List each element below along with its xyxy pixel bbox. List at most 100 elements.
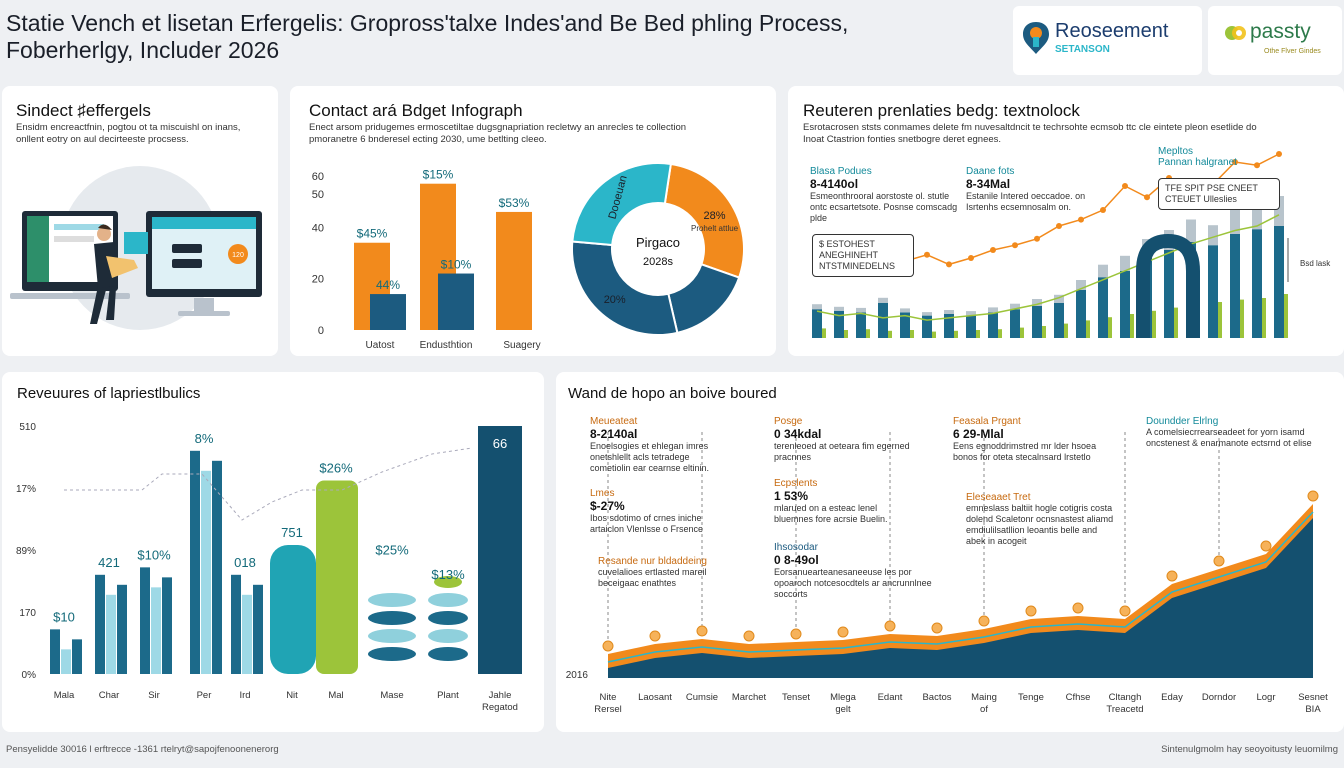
- card-budget: Contact ará Bdget Infograph Enect arsom …: [290, 86, 776, 356]
- tech-legend-text: TFE SPIT PSE CNEET CTEUET Ulleslies: [1165, 183, 1258, 204]
- revenues-bar-label: 66: [493, 436, 507, 451]
- growth-marker: [1025, 605, 1037, 617]
- budget-ytick: 60: [312, 171, 324, 183]
- tech-line-point: [1078, 216, 1084, 223]
- tech-ann-dates-text: Estanile Intered oeccadoe. on Isrtenhs e…: [966, 191, 1086, 212]
- tech-bar-green: [1262, 298, 1266, 338]
- growth-ann-g-text: emneslass baltiit hogle cotigris costa d…: [966, 503, 1114, 546]
- growth-ann-d: Doundder Elrlng A comelsiecrrearseadeet …: [1146, 416, 1316, 449]
- logo-shield-icon: [1023, 22, 1049, 54]
- card-tech: Reuteren prenlaties bedg: textnolock Esr…: [788, 86, 1344, 356]
- growth-ann-i-value: 0 8-49ol: [774, 553, 819, 567]
- tech-legend-head: Mepltos: [1158, 146, 1194, 157]
- monitor-right-icon: 120: [146, 211, 262, 316]
- donut-slice: [663, 162, 745, 279]
- revenues-category: Nit: [286, 690, 298, 701]
- budget-category-label: Endusthtion: [420, 340, 473, 351]
- growth-ann-e-text: Ibos sdotimo of crnes iniche artaiclon V…: [590, 513, 704, 534]
- budget-ytick: 50: [312, 189, 324, 201]
- growth-ann-f-text: mlarued on a esteac lenel bluemnes fore …: [774, 503, 888, 524]
- tech-symbol-icon: [1136, 233, 1200, 338]
- revenues-bar-label: 018: [234, 555, 256, 570]
- budget-ytick: 0: [318, 325, 324, 337]
- revenues-category: Mase: [380, 690, 403, 701]
- growth-ystart-label: 2016: [566, 670, 589, 681]
- revenues-bar-label: $10%: [137, 547, 171, 562]
- growth-ann-b-value: 0 34kdal: [774, 427, 822, 441]
- tech-bar-gray: [1274, 196, 1284, 226]
- tech-bar-green: [1152, 310, 1156, 338]
- revenues-bar: [140, 567, 150, 674]
- growth-ann-c: Feasala Prgant 6 29-Mlal Eens egnoddrims…: [953, 416, 1113, 463]
- revenues-trend-line: [64, 447, 473, 521]
- tech-bar-gray: [1120, 255, 1130, 271]
- budget-bar-label: 44%: [376, 278, 400, 292]
- tech-legend-sub: Pannan halgranet: [1158, 157, 1237, 168]
- revenues-bar: [72, 639, 82, 674]
- tech-bar-teal: [834, 310, 844, 338]
- logo1-sub: SETANSON: [1055, 44, 1110, 55]
- tech-line-point: [1056, 223, 1062, 229]
- growth-ann-d-head: Doundder Elrlng: [1146, 416, 1219, 427]
- revenues-bar: [151, 587, 161, 674]
- revenues-bar-chart: 0% 170 89% 17% 510 $10 421 $10% 8% 018 751 $26% $25%…: [16, 422, 522, 713]
- donut-slice: [667, 262, 741, 334]
- tech-bar-teal: [944, 314, 954, 338]
- tech-bar-teal: [812, 309, 822, 338]
- donut-center-line1: Pirgaco: [636, 235, 680, 250]
- growth-ann-b-head: Posge: [774, 416, 803, 427]
- title-line-2: Foberherlgy, Includer 2026: [6, 37, 280, 63]
- growth-marker: [1119, 605, 1131, 617]
- growth-ann-g-head: Eleseaaet Tret: [966, 492, 1031, 503]
- revenues-category: Ird: [239, 690, 250, 701]
- growth-ann-f-value: 1 53%: [774, 489, 809, 503]
- tech-bar-green: [1240, 299, 1244, 338]
- revenues-disc-top: [434, 576, 462, 588]
- growth-ann-e: Lmes $-27% Ibos sdotimo of crnes iniche …: [590, 488, 710, 535]
- title-line-1: Statie Vench et lisetan Erfergelis: Grop…: [6, 10, 849, 36]
- revenues-ytick: 510: [19, 422, 36, 433]
- tech-bar-gray: [1208, 225, 1218, 246]
- growth-category: BIA: [1305, 704, 1321, 715]
- growth-category: Nite: [600, 692, 617, 703]
- tech-bar-gray: [1186, 219, 1196, 242]
- tech-line-point: [1100, 207, 1106, 213]
- person-figure-icon: [90, 224, 148, 324]
- donut-center-line2: 2028s: [643, 256, 673, 268]
- card-revenues-title: Reveuures of lapriestlbulics: [17, 385, 201, 402]
- revenues-disc: [368, 629, 416, 643]
- card-budget-desc: Enect arsom pridugemes ermoscetiltae dug…: [309, 122, 769, 146]
- illustration: 120: [10, 166, 262, 330]
- tech-line-point: [924, 251, 930, 258]
- tech-legend: Mepltos Pannan halgranet: [1158, 146, 1278, 168]
- tech-bar-gray: [988, 307, 998, 313]
- revenues-bar: [117, 584, 127, 674]
- growth-category: Mlega: [830, 692, 857, 703]
- revenues-category: Sir: [148, 690, 160, 701]
- revenues-bar-label: $13%: [431, 567, 465, 582]
- tech-line-point: [946, 261, 952, 268]
- revenues-bar-label: 751: [281, 525, 303, 540]
- revenues-category: Regatod: [482, 702, 518, 713]
- tech-bar-green: [1108, 317, 1112, 338]
- growth-category: Treacetd: [1106, 704, 1143, 715]
- logo-card-1: Reoseement SETANSON: [1013, 6, 1202, 75]
- tech-bar-green: [998, 329, 1002, 338]
- revenues-bar: [61, 649, 71, 674]
- tech-ann-box-text: $ ESTOHEST ANEGHINEHT NTSTMINEDELNS: [819, 239, 896, 271]
- revenues-bar: [242, 594, 252, 674]
- tech-bar-green: [1218, 302, 1222, 338]
- page-title: Statie Vench et lisetan Erfergelis: Grop…: [6, 10, 1006, 64]
- revenues-bar: [201, 470, 211, 674]
- revenues-disc: [428, 611, 468, 625]
- growth-marker: [1307, 490, 1319, 502]
- tech-bar-teal: [922, 315, 932, 338]
- tech-bar-teal: [900, 312, 910, 338]
- tech-ann-blue-head: Blasa Podues: [810, 166, 872, 177]
- logo2-name: passty: [1250, 20, 1311, 43]
- revenues-disc: [428, 647, 468, 661]
- tech-bar-teal: [878, 302, 888, 338]
- growth-category: Bactos: [922, 692, 951, 703]
- growth-ann-a: Meueateat 8-2140al Enoelsogies et ehlega…: [590, 416, 730, 474]
